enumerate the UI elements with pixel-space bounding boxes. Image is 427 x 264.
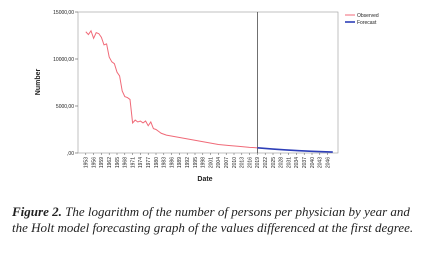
x-tick-label: 2001 xyxy=(208,157,214,168)
x-tick-label: 1998 xyxy=(201,157,207,168)
legend-label: Observed xyxy=(357,13,379,19)
y-tick-label: ,00 xyxy=(67,151,74,157)
x-tick-label: 2043 xyxy=(318,157,324,168)
series-line xyxy=(85,29,258,149)
x-tick-label: 2040 xyxy=(310,157,316,168)
x-tick-label: 1992 xyxy=(185,157,191,168)
x-tick-label: 1995 xyxy=(193,157,199,168)
x-axis-label: Date xyxy=(197,176,212,183)
y-tick-label: 10000,00 xyxy=(53,57,74,63)
x-tick-label: 2025 xyxy=(271,157,277,168)
x-tick-label: 1953 xyxy=(84,157,90,168)
x-tick-label: 2022 xyxy=(263,157,269,168)
x-tick-label: 2004 xyxy=(216,157,222,168)
x-tick-label: 1977 xyxy=(146,157,152,168)
x-tick-label: 1980 xyxy=(154,157,160,168)
x-tick-label: 2019 xyxy=(255,157,261,168)
x-tick-label: 1983 xyxy=(162,157,168,168)
x-tick-label: 2007 xyxy=(224,157,230,168)
caption: Figure 2. The logarithm of the number of… xyxy=(12,204,422,236)
caption-text: The logarithm of the number of persons p… xyxy=(12,204,414,235)
x-tick-label: 1986 xyxy=(169,157,175,168)
x-tick-label: 1989 xyxy=(177,157,183,168)
x-tick-label: 2028 xyxy=(279,157,285,168)
y-tick-label: 15000,00 xyxy=(53,10,74,16)
x-tick-label: 2016 xyxy=(247,157,253,168)
x-tick-label: 2010 xyxy=(232,157,238,168)
x-tick-label: 1956 xyxy=(91,157,97,168)
x-tick-label: 1974 xyxy=(138,157,144,168)
x-tick-label: 2031 xyxy=(286,157,292,168)
legend-label: Forecast xyxy=(357,20,377,26)
plot-frame xyxy=(77,11,339,154)
x-tick-label: 1968 xyxy=(123,157,129,168)
x-tick-label: 1965 xyxy=(115,157,121,168)
y-axis-label: Number xyxy=(35,69,42,96)
x-tick-label: 2034 xyxy=(294,157,300,168)
x-tick-label: 2013 xyxy=(240,157,246,168)
y-tick-label: 5000,00 xyxy=(56,104,74,110)
x-tick-label: 1971 xyxy=(130,157,136,168)
x-tick-label: 1959 xyxy=(99,157,105,168)
x-tick-label: 1962 xyxy=(107,157,113,168)
x-tick-label: 2037 xyxy=(302,157,308,168)
x-tick-label: 2046 xyxy=(325,157,331,168)
caption-label: Figure 2. xyxy=(12,204,62,219)
chart: Date Number ,00 5000,00 10000,00 15000,00 19… xyxy=(35,10,379,183)
series-line xyxy=(257,147,333,153)
